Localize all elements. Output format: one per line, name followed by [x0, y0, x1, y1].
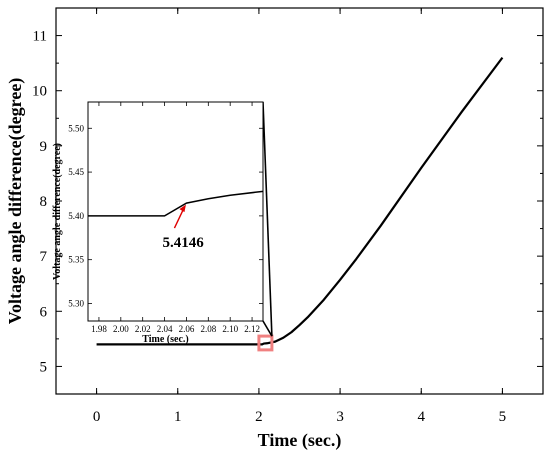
- x-tick-label: 1: [174, 409, 182, 425]
- inset-x-tick-label: 2.02: [135, 324, 151, 334]
- connector-line-bottom: [262, 320, 273, 337]
- inset-y-tick-label: 5.50: [68, 123, 84, 133]
- x-tick-label: 3: [336, 409, 344, 425]
- x-tick-label: 2: [255, 409, 263, 425]
- inset-connector-lines: [262, 101, 273, 337]
- inset-x-tick-label: 2.12: [244, 324, 260, 334]
- connector-line-top: [262, 101, 273, 337]
- series-line: [96, 56, 504, 346]
- x-axis-title: Time (sec.): [258, 430, 342, 451]
- inset-x-tick-label: 2.00: [113, 324, 129, 334]
- inset-x-tick-label: 2.06: [179, 324, 195, 334]
- inset-y-tick-label: 5.45: [68, 167, 84, 177]
- y-axis-title: Voltage angle difference(degree): [5, 78, 26, 325]
- annotation-label: 5.4146: [162, 235, 204, 251]
- inset-y-tick-label: 5.40: [68, 211, 84, 221]
- inset-x-tick-label: 2.10: [222, 324, 238, 334]
- inset-y-tick-label: 5.35: [68, 255, 84, 265]
- y-tick-label: 5: [40, 359, 48, 375]
- main-plot: 0 1 2 3 4 5 5 6 7 8 9 10 11 Time (sec.) Voltage angle …: [5, 7, 544, 451]
- y-tick-label: 7: [40, 249, 48, 265]
- zoom-highlight-box: [257, 334, 274, 352]
- inset-x-tick-label: 1.98: [91, 324, 107, 334]
- annotation-arrow-head: [179, 204, 186, 213]
- inset-y-tick-label: 5.30: [68, 298, 84, 308]
- y-tick-label: 9: [40, 139, 48, 155]
- x-tick-label: 4: [418, 409, 426, 425]
- y-tick-label: 11: [33, 29, 47, 45]
- y-tick-label: 10: [32, 84, 47, 100]
- y-tick-label: 8: [40, 194, 48, 210]
- inset-y-axis-title: Voltage angle difference(degree): [52, 143, 63, 280]
- inset-x-axis-title: Time (sec.): [142, 334, 188, 345]
- inset-x-tick-label: 2.08: [200, 324, 216, 334]
- x-tick-label: 5: [499, 409, 507, 425]
- inset-plot: 1.98 2.00 2.02 2.04 2.06 2.08 2.10 2.12 5.30 5.35…: [52, 101, 264, 345]
- inset-frame: [87, 101, 264, 322]
- y-tick-label: 6: [40, 304, 48, 320]
- x-tick-label: 0: [93, 409, 101, 425]
- inset-series-line: [88, 190, 264, 217]
- inset-x-tick-label: 2.04: [157, 324, 173, 334]
